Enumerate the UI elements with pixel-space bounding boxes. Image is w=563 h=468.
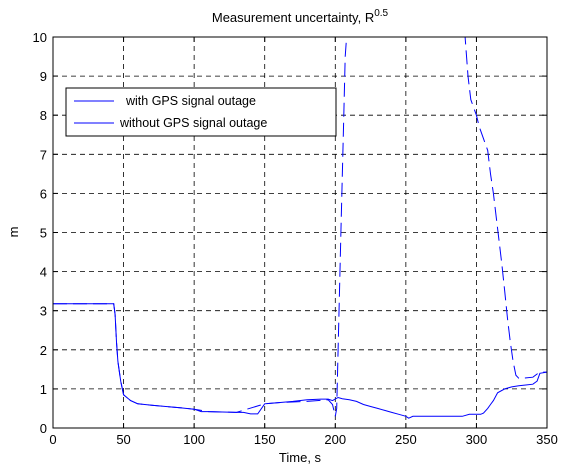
- y-tick-label: 9: [40, 69, 47, 84]
- y-tick-label: 0: [40, 421, 47, 436]
- legend-label-without-outage: without GPS signal outage: [119, 116, 267, 130]
- y-tick-label: 10: [33, 30, 47, 45]
- y-tick-label: 1: [40, 382, 47, 397]
- x-tick-label: 150: [254, 432, 276, 447]
- ticks: 0 50 100 150 200 250 300 350 0 1 2 3 4 5 6 7 8 9 10: [33, 30, 558, 447]
- x-tick-label: 200: [324, 432, 346, 447]
- y-tick-label: 2: [40, 343, 47, 358]
- legend: with GPS signal outage without GPS signa…: [65, 87, 337, 137]
- legend-box: [65, 87, 337, 137]
- x-tick-label: 250: [395, 432, 417, 447]
- series-line-without-gps-outage: [53, 303, 547, 419]
- series-lines: [53, 37, 547, 419]
- chart-title: Measurement uncertainty, R0.5: [212, 8, 389, 25]
- y-tick-label: 5: [40, 226, 47, 241]
- x-axis-label: Time, s: [279, 450, 322, 465]
- y-tick-label: 6: [40, 186, 47, 201]
- y-tick-label: 8: [40, 108, 47, 123]
- y-tick-label: 7: [40, 147, 47, 162]
- legend-label-with-outage: with GPS signal outage: [125, 94, 256, 108]
- x-tick-label: 50: [116, 432, 130, 447]
- y-tick-label: 4: [40, 265, 47, 280]
- x-tick-label: 0: [49, 432, 56, 447]
- y-axis-label: m: [6, 227, 21, 238]
- x-tick-label: 100: [183, 432, 205, 447]
- x-tick-label: 350: [536, 432, 558, 447]
- y-tick-label: 3: [40, 304, 47, 319]
- title-superscript: 0.5: [374, 8, 388, 19]
- x-tick-label: 300: [466, 432, 488, 447]
